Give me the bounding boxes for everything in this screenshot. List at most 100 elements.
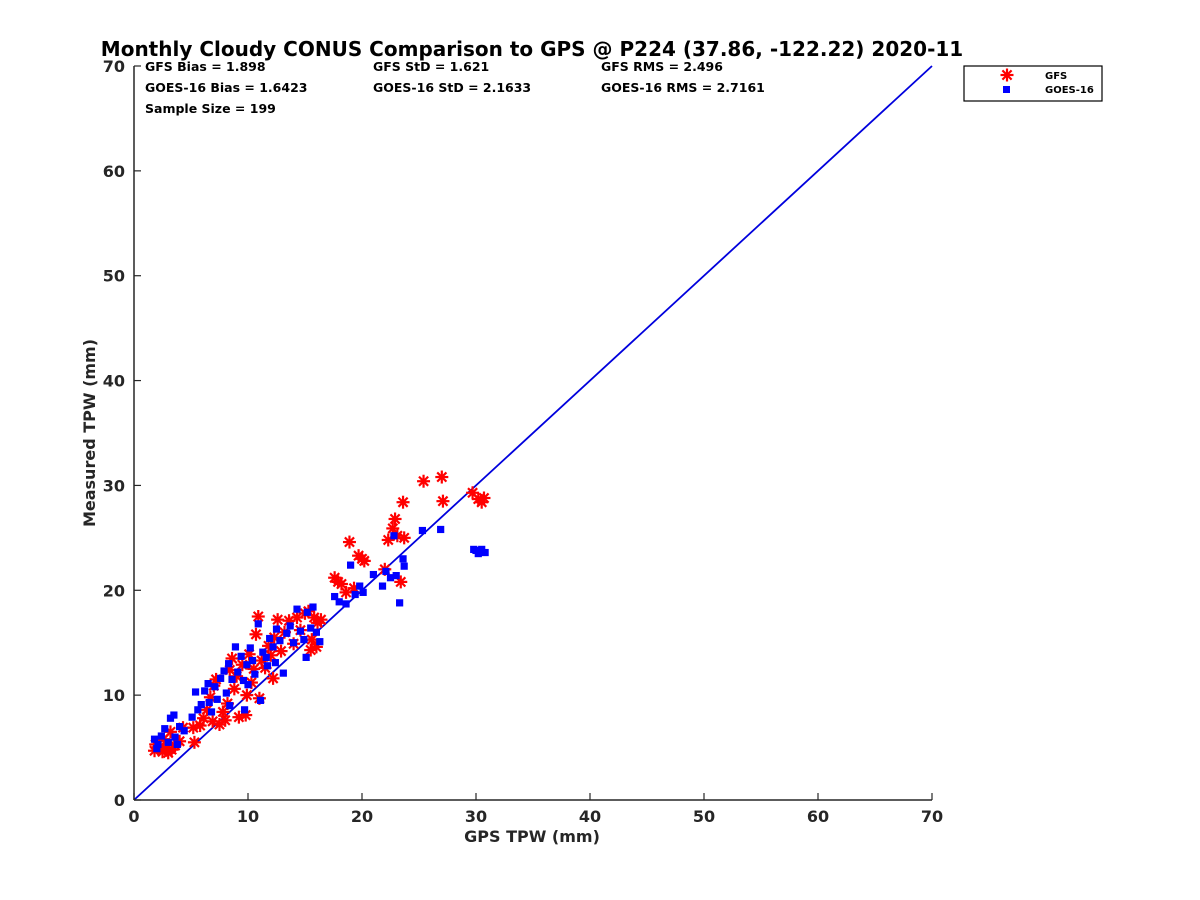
stat-gfs-bias: GFS Bias = 1.898	[145, 59, 266, 74]
x-axis-label: GPS TPW (mm)	[464, 827, 600, 846]
goes-16-point	[176, 723, 184, 731]
gfs-point	[206, 714, 220, 728]
goes-16-point	[248, 656, 257, 665]
y-tick-label: 20	[103, 581, 125, 600]
goes-16-point	[213, 695, 221, 703]
goes-16-point	[153, 745, 161, 753]
goes-16-point	[331, 592, 339, 601]
goes-16-point	[303, 608, 311, 616]
goes-16-point	[259, 648, 267, 656]
x-tick-label: 50	[693, 807, 715, 826]
y-tick-label: 70	[103, 57, 125, 76]
goes-16-point	[307, 624, 315, 632]
legend-gfs-marker	[1000, 68, 1014, 82]
goes-16-point	[300, 635, 308, 644]
gfs-point	[249, 627, 263, 641]
goes-16-point	[399, 555, 407, 563]
goes-16-point	[256, 696, 265, 704]
x-tick-label: 0	[128, 807, 139, 826]
goes-16-point	[390, 532, 398, 540]
goes-16-point	[234, 668, 242, 676]
goes-16-point	[150, 735, 159, 743]
goes-16-point	[204, 680, 212, 688]
series-goes-16	[150, 525, 489, 753]
goes-16-point	[161, 725, 169, 733]
gfs-point	[305, 633, 319, 647]
y-tick-label: 50	[103, 267, 125, 286]
goes-16-point	[244, 681, 252, 689]
goes-16-point	[254, 620, 262, 628]
x-tick-label: 40	[579, 807, 601, 826]
goes-16-point	[170, 711, 178, 719]
gfs-point	[240, 688, 254, 702]
goes-16-point	[309, 603, 317, 611]
goes-16-point	[296, 627, 305, 635]
stat-gfs-rms: GFS RMS = 2.496	[601, 59, 723, 74]
goes-16-point	[302, 653, 310, 661]
goes-16-point	[222, 689, 230, 697]
goes-16-point	[279, 669, 287, 677]
goes-16-point	[286, 622, 294, 630]
goes-16-point	[173, 740, 181, 749]
y-tick-label: 30	[103, 476, 125, 495]
chart-title: Monthly Cloudy CONUS Comparison to GPS @…	[101, 37, 963, 61]
goes-16-point	[194, 706, 202, 714]
gfs-point	[388, 512, 402, 526]
plot-area	[133, 65, 933, 801]
goes-16-point	[251, 670, 259, 678]
stat-gfs-std: GFS StD = 1.621	[373, 59, 489, 74]
gfs-point	[247, 662, 261, 676]
gfs-point	[314, 613, 328, 627]
goes-16-point	[191, 688, 200, 696]
gfs-point	[271, 613, 285, 627]
goes-16-point	[205, 698, 213, 707]
goes-16-point	[378, 582, 387, 590]
goes-16-point	[240, 706, 249, 714]
stat-goes-std: GOES-16 StD = 2.1633	[373, 80, 531, 95]
legend-goes-label: GOES-16	[1045, 85, 1094, 96]
goes-16-point	[347, 561, 355, 569]
gfs-point	[290, 611, 304, 625]
goes-16-point	[171, 733, 179, 741]
x-tick-label: 20	[351, 807, 373, 826]
legend-gfs-asterisk	[1000, 68, 1014, 82]
y-tick-label: 0	[114, 791, 125, 810]
goes-16-point	[157, 732, 165, 740]
goes-16-point	[211, 683, 219, 691]
goes-16-point	[418, 526, 427, 535]
goes-16-point	[266, 634, 274, 643]
y-tick-label: 40	[103, 372, 125, 391]
axis-ticks: 0 10 20 30 40 50 60 70 0 10 20 30 40 50 60 70	[103, 57, 943, 826]
goes-16-point	[225, 660, 233, 668]
gfs-point	[227, 682, 241, 696]
goes-16-point	[228, 675, 236, 684]
goes-16-point	[481, 548, 489, 557]
y-tick-label: 60	[103, 162, 125, 181]
goes-16-point	[180, 727, 188, 735]
gfs-point	[477, 491, 491, 505]
goes-16-point	[437, 525, 445, 534]
goes-16-point	[188, 713, 196, 721]
gfs-point	[397, 531, 411, 545]
y-tick-label: 10	[103, 686, 125, 705]
gfs-point	[396, 495, 410, 509]
goes-16-point	[226, 702, 234, 710]
x-tick-label: 10	[237, 807, 259, 826]
x-tick-label: 30	[465, 807, 487, 826]
stat-goes-rms: GOES-16 RMS = 2.7161	[601, 80, 765, 95]
goes-16-point	[386, 574, 395, 582]
goes-16-point	[243, 661, 251, 669]
goes-16-point	[369, 570, 377, 579]
goes-16-point	[246, 644, 254, 652]
goes-16-point	[217, 674, 225, 682]
goes-16-point	[154, 740, 162, 749]
goes-16-point	[359, 588, 367, 596]
gfs-point	[342, 535, 356, 549]
goes-16-point	[220, 667, 228, 675]
goes-16-point	[293, 605, 301, 613]
goes-16-point	[351, 590, 359, 599]
gfs-point	[435, 470, 449, 484]
stat-goes-bias: GOES-16 Bias = 1.6423	[145, 80, 307, 95]
